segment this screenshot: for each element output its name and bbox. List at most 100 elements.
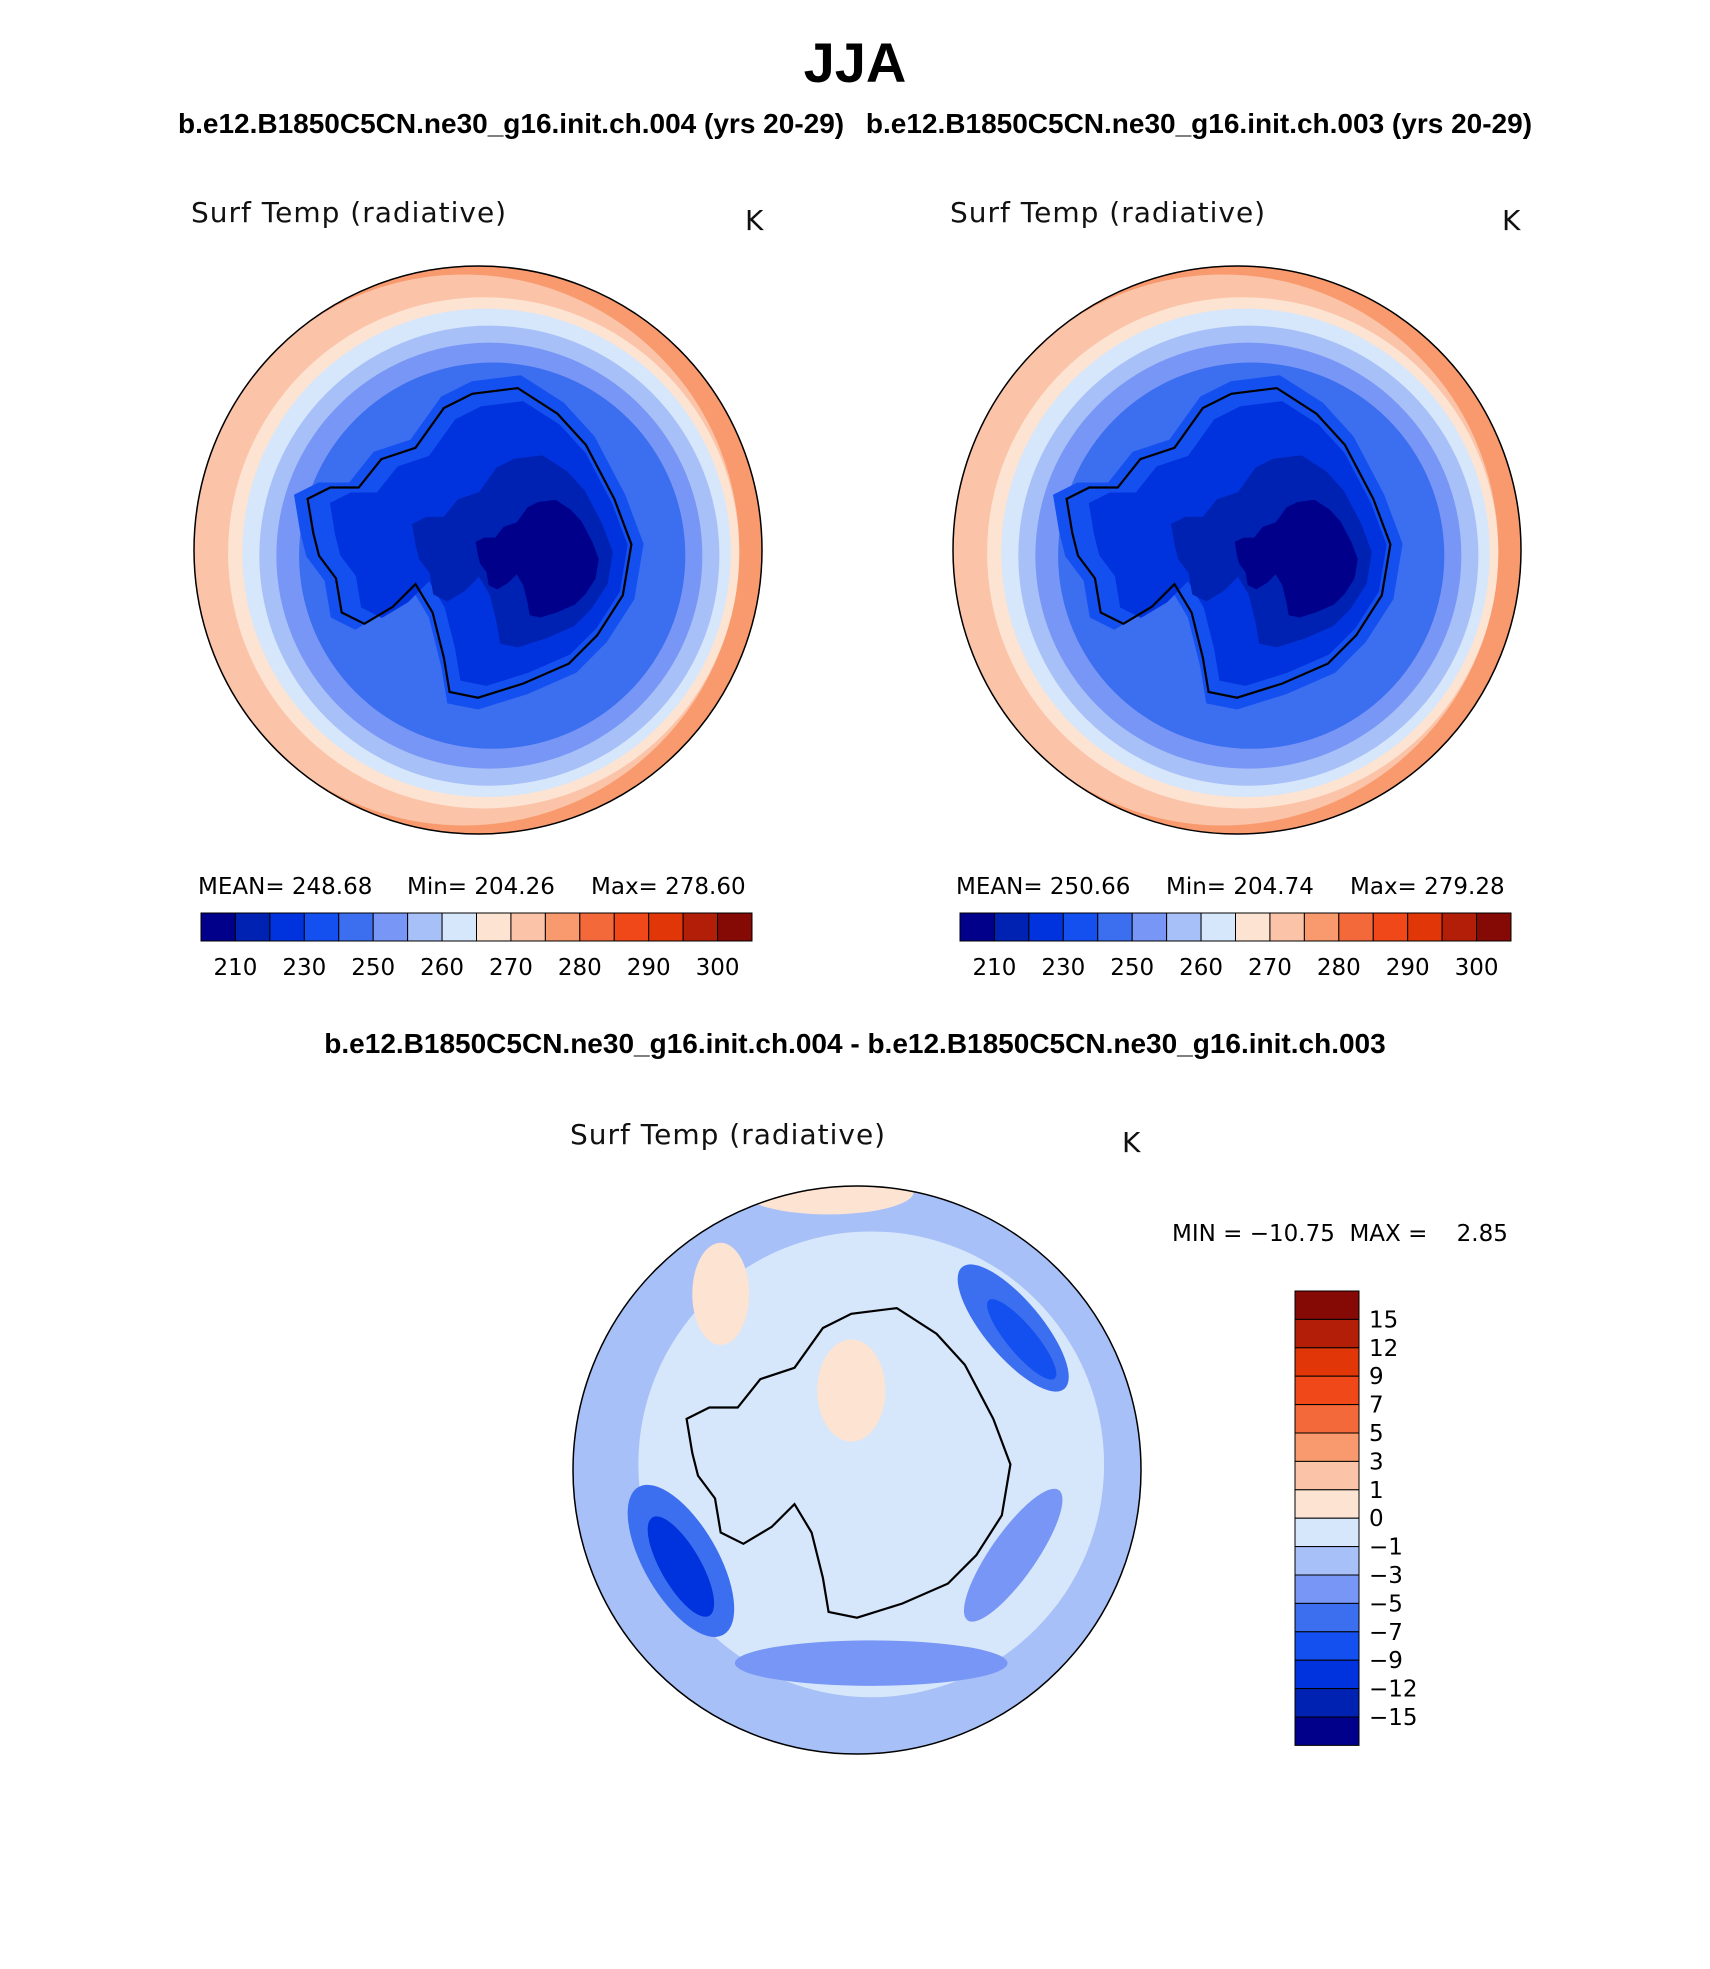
colorbar-swatch — [1097, 912, 1133, 942]
map-field — [963, 1488, 1063, 1622]
colorbar-swatch — [1294, 1347, 1360, 1377]
colorbar-swatch — [1028, 912, 1064, 942]
colorbar-swatch — [1235, 912, 1271, 942]
colorbar-swatch — [1294, 1460, 1360, 1491]
colorbar-tick-label: 280 — [558, 955, 602, 981]
colorbar-tick-label: −12 — [1369, 1677, 1418, 1703]
case-b-title: b.e12.B1850C5CN.ne30_g16.init.ch.003 (yr… — [865, 108, 1533, 139]
panel-a-mean-label: MEAN= — [198, 874, 285, 900]
map-field — [1234, 499, 1358, 618]
colorbar-swatch — [1294, 1716, 1360, 1746]
colorbar-swatch — [1476, 912, 1512, 942]
colorbar-tick-label: 260 — [1179, 955, 1223, 981]
colorbar-swatch — [1294, 1517, 1360, 1548]
colorbar-swatch — [1200, 912, 1236, 942]
colorbar-swatch — [993, 912, 1030, 942]
colorbar-tick-label: 290 — [627, 955, 671, 981]
colorbar-swatch — [1441, 912, 1478, 942]
panel-b-max-stat: Max= 279.28 — [1350, 874, 1505, 900]
colorbar-swatch — [269, 912, 305, 942]
colorbar-tick-label: 3 — [1369, 1449, 1384, 1475]
colorbar-swatch — [1294, 1432, 1360, 1462]
colorbar-swatch — [441, 912, 477, 942]
colorbar-tick-label: 270 — [1248, 955, 1292, 981]
map-field — [743, 1186, 914, 1215]
colorbar-swatch — [338, 912, 374, 942]
colorbar-swatch — [303, 912, 340, 942]
colorbar-tick-label: −9 — [1369, 1648, 1403, 1674]
colorbar-difference: 15 129 753 10 −1−3−5 −7−9 −12−15 — [1294, 1290, 1418, 1746]
panel-a-min: 204.26 — [474, 874, 555, 900]
colorbar-swatch — [234, 912, 271, 942]
map-field — [817, 1339, 886, 1442]
panel-b-min: 204.74 — [1233, 874, 1314, 900]
map-b-border — [952, 265, 1522, 835]
panel-diff-units: K — [1122, 1126, 1142, 1159]
panel-b-stats: MEAN= 250.66 — [956, 874, 1130, 900]
colorbar-tick-label: 290 — [1386, 955, 1430, 981]
colorbar-swatch — [1294, 1318, 1360, 1349]
colorbar-tick-label: 1 — [1369, 1478, 1384, 1504]
colorbar-tick-label: 7 — [1369, 1393, 1384, 1419]
map-field — [987, 1299, 1057, 1380]
map-diff-border — [572, 1185, 1142, 1755]
colorbar-swatch — [959, 912, 995, 942]
difference-title: b.e12.B1850C5CN.ne30_g16.init.ch.004 - b… — [324, 1028, 1386, 1059]
colorbar-tick-label: 300 — [696, 955, 740, 981]
colorbar-tick-label: 300 — [1455, 955, 1499, 981]
panel-b-mean: 250.66 — [1049, 874, 1131, 900]
colorbar-tick-label: 5 — [1369, 1421, 1384, 1447]
panel-b-mean-label: MEAN= — [956, 874, 1043, 900]
colorbar-swatch — [544, 912, 581, 942]
colorbar-swatch — [1166, 912, 1202, 942]
colorbar-swatch — [1294, 1574, 1360, 1604]
map-a-border — [193, 265, 763, 835]
panel-a-min-stat: Min= 204.26 — [407, 874, 555, 900]
case-a-title: b.e12.B1850C5CN.ne30_g16.init.ch.004 (yr… — [177, 108, 845, 139]
colorbar-tick-label: −1 — [1369, 1535, 1403, 1561]
panel-a-mean: 248.68 — [291, 874, 373, 900]
colorbar-swatch — [1294, 1631, 1360, 1661]
colorbar-swatch — [1407, 912, 1443, 942]
panel-b-min-label: Min= — [1166, 874, 1227, 900]
colorbar-swatch — [1294, 1546, 1360, 1576]
colorbar-swatch — [1294, 1602, 1360, 1633]
colorbar-swatch — [1269, 912, 1305, 942]
colorbar-swatch — [648, 912, 684, 942]
coastline — [1065, 386, 1392, 699]
south-polar-map-case-b — [953, 266, 1521, 834]
colorbar-swatch — [1131, 912, 1168, 942]
panel-a-max: 278.60 — [665, 874, 746, 900]
panel-b-variable: Surf Temp (radiative) — [950, 196, 1267, 229]
colorbar-swatch — [476, 912, 512, 942]
colorbar-tick-label: −15 — [1369, 1705, 1418, 1731]
colorbar-absolute-a: 210 230 250 260 270 280 290 300 — [200, 912, 753, 981]
colorbar-swatch — [1294, 1290, 1360, 1320]
colorbar-tick-label: −7 — [1369, 1620, 1403, 1646]
colorbar-tick-label: 210 — [972, 955, 1016, 981]
colorbar-tick-label: 230 — [1041, 955, 1085, 981]
colorbar-absolute-b: 210 230 250 260 270 280 290 300 — [959, 912, 1512, 981]
colorbar-swatch — [200, 912, 236, 942]
panel-b-max: 279.28 — [1424, 874, 1505, 900]
colorbar-swatch — [1303, 912, 1340, 942]
panel-b-min-stat: Min= 204.74 — [1166, 874, 1314, 900]
figure-title: JJA — [803, 31, 907, 94]
colorbar-tick-label: 260 — [420, 955, 464, 981]
panel-diff-minmax: MIN = −10.75 MAX = 2.85 — [1172, 1221, 1508, 1247]
colorbar-swatch — [682, 912, 719, 942]
panel-b-max-label: Max= — [1350, 874, 1417, 900]
colorbar-swatch — [579, 912, 615, 942]
coastline — [685, 1306, 1012, 1619]
colorbar-swatch — [1294, 1489, 1360, 1519]
panel-a-max-stat: Max= 278.60 — [591, 874, 746, 900]
colorbar-tick-label: 9 — [1369, 1364, 1384, 1390]
colorbar-tick-label: 0 — [1369, 1506, 1384, 1532]
case-titles: b.e12.B1850C5CN.ne30_g16.init.ch.004 (yr… — [0, 108, 1710, 140]
colorbar-tick-label: −3 — [1369, 1563, 1403, 1589]
colorbar-tick-label: 270 — [489, 955, 533, 981]
map-field — [692, 1242, 750, 1346]
colorbar-swatch — [1062, 912, 1099, 942]
panel-a-min-label: Min= — [407, 874, 468, 900]
